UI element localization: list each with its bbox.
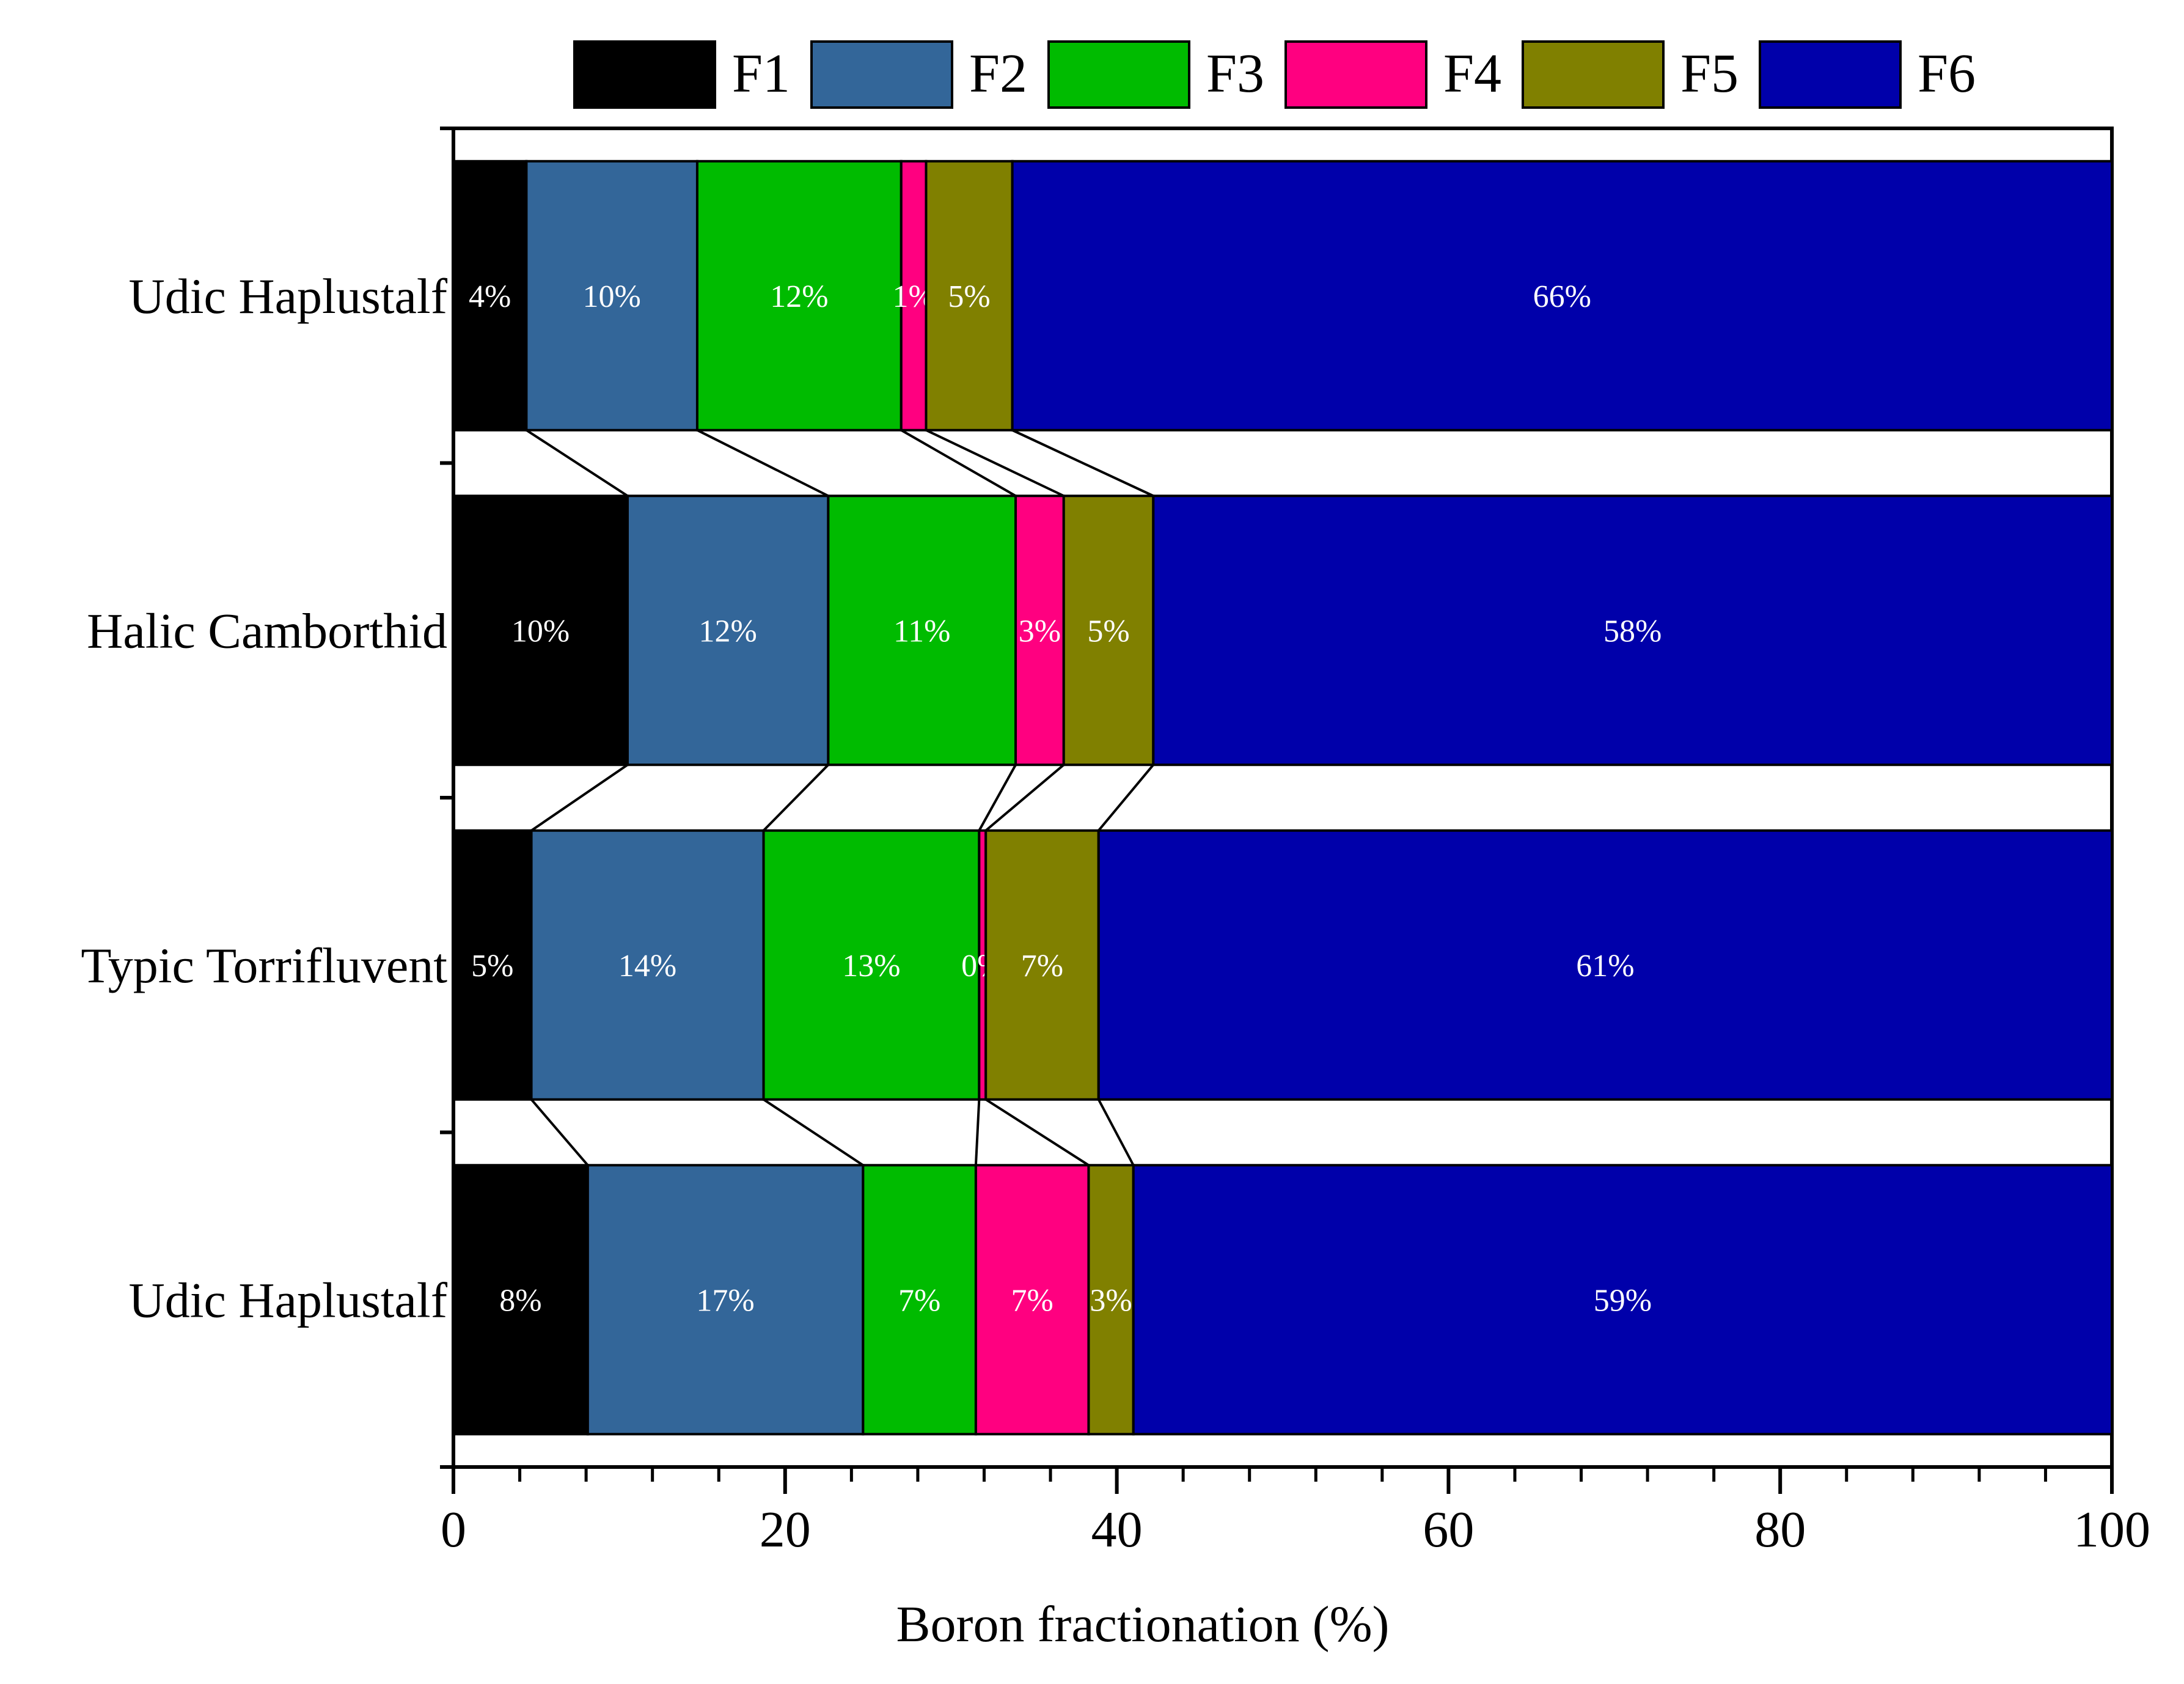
bar-segment-f5-row-3	[984, 829, 1100, 1101]
data-label-f5-row-2: 5%	[1087, 614, 1129, 649]
connector-line	[526, 429, 629, 497]
connector-line	[763, 1098, 864, 1166]
data-label-f3-row-3: 13%	[842, 949, 900, 984]
data-label-f2-row-4: 17%	[696, 1283, 754, 1318]
x-tick-label: 0	[441, 1501, 466, 1558]
legend-swatch-f6	[1759, 40, 1902, 109]
connector-line	[925, 428, 1065, 498]
data-label-f5-row-1: 5%	[948, 279, 990, 314]
data-label-f1-row-3: 5%	[471, 949, 513, 984]
legend-swatch-f3	[1047, 40, 1190, 109]
bar-segment-f1-row-1	[452, 160, 528, 432]
x-tick-label: 60	[1423, 1501, 1474, 1558]
bar-segment-f6-row-1	[1011, 160, 2113, 432]
legend-swatch-f4	[1284, 40, 1427, 109]
data-label-f1-row-4: 8%	[499, 1283, 541, 1318]
bar-segment-f2-row-3	[530, 829, 765, 1101]
connector-line	[985, 1098, 1090, 1166]
legend-label-f3: F3	[1206, 43, 1264, 104]
data-label-f3-row-4: 7%	[898, 1283, 940, 1318]
x-tick-label: 100	[2073, 1501, 2150, 1558]
data-label-f1-row-2: 10%	[511, 614, 570, 649]
legend-label-f1: F1	[732, 43, 790, 104]
data-label-f3-row-2: 11%	[893, 614, 950, 649]
connector-line	[978, 764, 1017, 831]
connector-line	[974, 1099, 981, 1166]
data-label-f6-row-2: 58%	[1603, 614, 1662, 649]
bar-segment-f1-row-3	[452, 829, 533, 1101]
data-label-f2-row-3: 14%	[618, 949, 676, 984]
bar-segment-f2-row-2	[626, 495, 830, 767]
legend: F1 F2 F3 F4 F5 F6	[573, 40, 1976, 109]
data-label-f5-row-3: 7%	[1021, 949, 1063, 984]
bar-segment-f2-row-1	[525, 160, 698, 432]
bar-segment-f6-row-3	[1097, 829, 2113, 1101]
data-label-f5-row-4: 3%	[1090, 1283, 1132, 1318]
bar-segment-f5-row-1	[925, 160, 1014, 432]
x-axis: 0 20 40 60 80 100	[441, 1467, 2150, 1558]
connector-line	[1011, 428, 1154, 498]
x-tick-label: 20	[760, 1501, 811, 1558]
data-label-f1-row-1: 4%	[469, 279, 511, 314]
x-axis-title: Boron fractionation (%)	[896, 1596, 1389, 1653]
bar-segment-f4-row-1	[900, 160, 928, 432]
connector-line	[900, 429, 1017, 497]
legend-swatch-f1	[573, 40, 716, 109]
data-label-f4-row-4: 7%	[1011, 1283, 1054, 1318]
bar-segment-f2-row-4	[586, 1164, 865, 1436]
data-label-f2-row-1: 10%	[583, 279, 641, 314]
connector-line	[763, 763, 829, 832]
bar-segment-f6-row-4	[1132, 1164, 2113, 1436]
connector-line	[984, 763, 1065, 832]
connector-line	[530, 763, 629, 832]
data-label-f6-row-1: 66%	[1533, 279, 1591, 314]
data-label-f6-row-4: 59%	[1594, 1283, 1652, 1318]
connector-line	[1097, 763, 1154, 832]
connector-line	[530, 1098, 589, 1166]
y-category-label: Halic Camborthid	[87, 603, 447, 658]
bar-segment-f3-row-3	[762, 829, 981, 1101]
y-axis: Udic Haplustalf Halic Camborthid Typic Tor…	[81, 127, 453, 1469]
legend-label-f2: F2	[969, 43, 1027, 104]
data-label-f6-row-3: 61%	[1576, 949, 1634, 984]
bar-segment-f5-row-4	[1087, 1164, 1135, 1436]
bar-segment-f5-row-2	[1062, 495, 1155, 767]
data-label-f4-row-2: 3%	[1019, 614, 1061, 649]
bar-segment-f1-row-2	[452, 495, 629, 767]
x-tick-label: 80	[1754, 1501, 1806, 1558]
legend-label-f6: F6	[1918, 43, 1976, 104]
connector-line	[1097, 1098, 1135, 1166]
data-label-f3-row-1: 12%	[770, 279, 828, 314]
bar-segment-f6-row-2	[1152, 495, 2113, 767]
x-tick-label: 40	[1091, 1501, 1143, 1558]
bar-segment-f1-row-4	[452, 1164, 589, 1436]
data-label-f2-row-2: 12%	[699, 614, 757, 649]
bar-segment-f3-row-2	[827, 495, 1017, 767]
y-category-label: Udic Haplustalf	[129, 1272, 448, 1328]
plot-area: 4% 10% 12% 1% 5% 66%10% 12% 11% 3% 5% 58%5% 14% 13% 0…	[452, 127, 2114, 1469]
bar-segment-f4-row-4	[974, 1164, 1090, 1436]
connector-line	[697, 428, 829, 498]
legend-swatch-f2	[810, 40, 953, 109]
legend-label-f5: F5	[1680, 43, 1739, 104]
y-category-label: Typic Torrifluvent	[81, 938, 447, 993]
legend-label-f4: F4	[1443, 43, 1501, 104]
y-category-label: Udic Haplustalf	[129, 268, 448, 324]
legend-swatch-f5	[1522, 40, 1665, 109]
